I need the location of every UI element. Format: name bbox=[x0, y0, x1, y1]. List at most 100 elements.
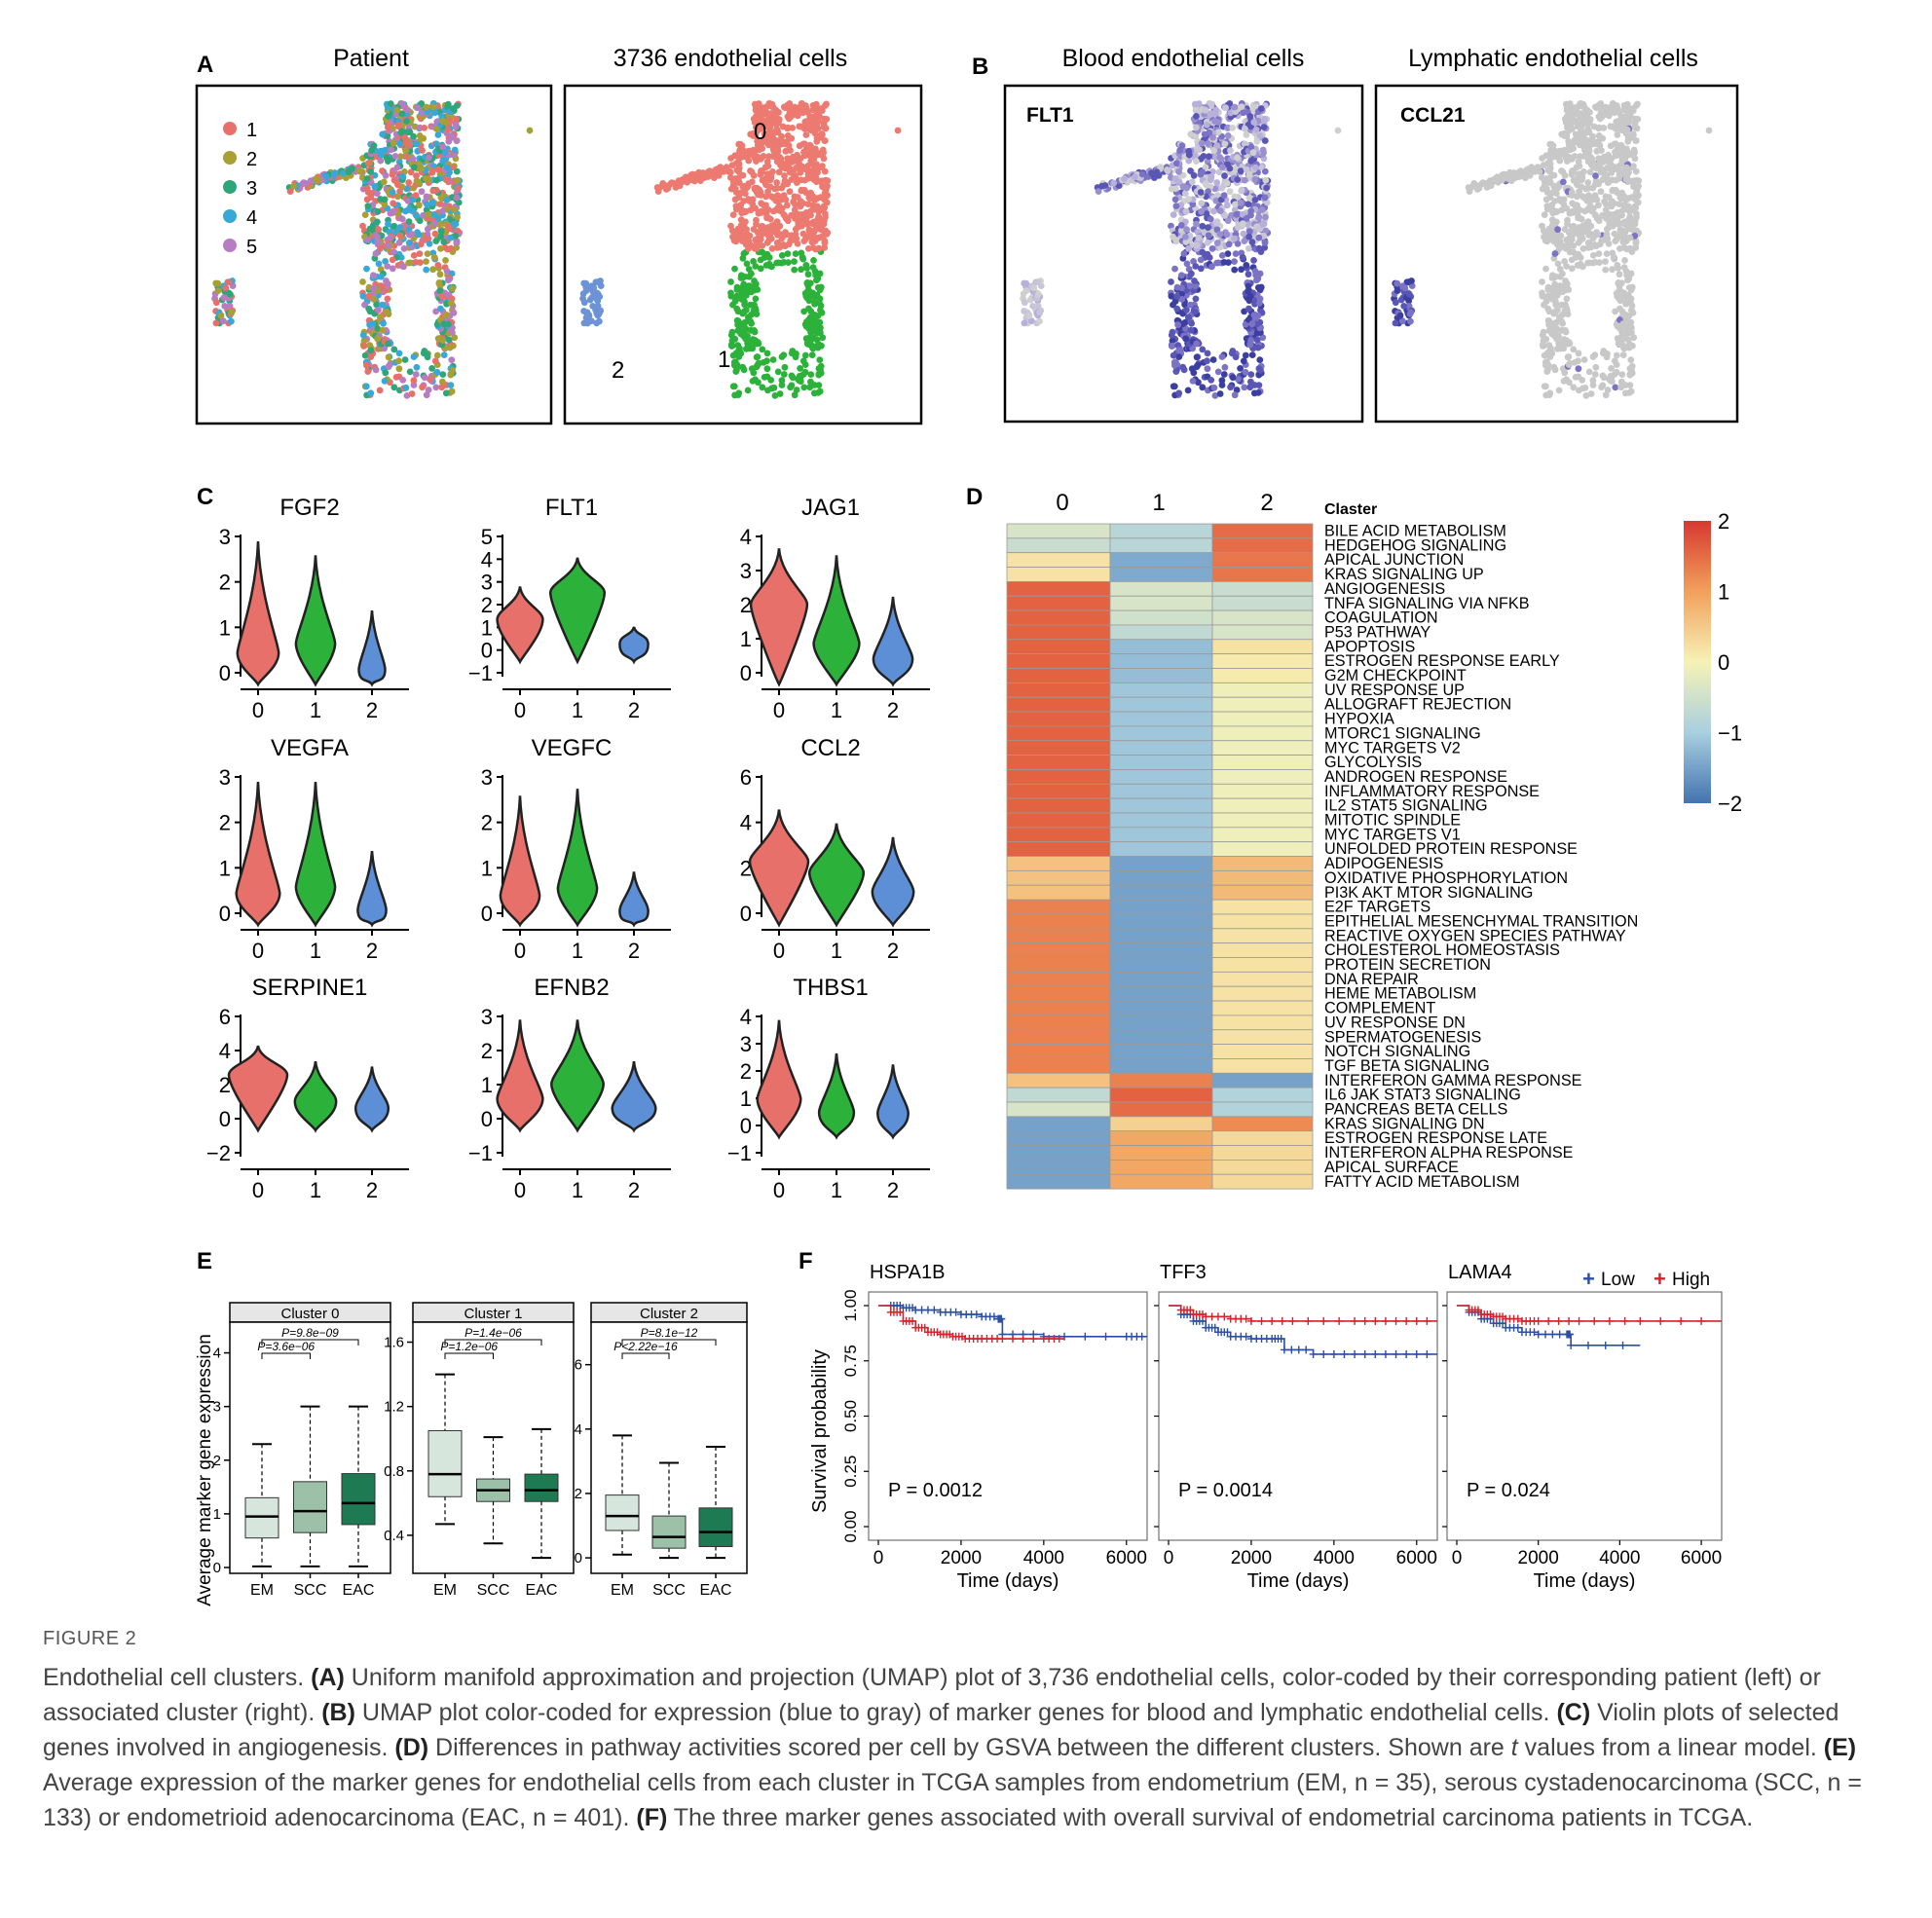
umap-point-flt1 bbox=[1229, 374, 1237, 382]
umap-point-cluster bbox=[750, 258, 757, 265]
p-bracket bbox=[444, 1352, 494, 1359]
umap-point-ccl21 bbox=[1610, 254, 1617, 261]
heatmap-cell bbox=[1109, 567, 1213, 582]
umap-point-cluster bbox=[762, 180, 769, 188]
umap-point-ccl21 bbox=[1544, 292, 1552, 300]
umap-point-cluster bbox=[823, 184, 830, 192]
violin-cluster-2 bbox=[611, 1061, 657, 1133]
heatmap-cell bbox=[1006, 740, 1111, 756]
umap-point-patient bbox=[394, 121, 402, 129]
umap-point-patient bbox=[433, 368, 441, 376]
umap-point-cluster bbox=[735, 347, 743, 354]
umap-point-cluster bbox=[754, 361, 762, 368]
heatmap-cell bbox=[1109, 985, 1213, 1002]
umap-point-ccl21 bbox=[1571, 153, 1579, 160]
heatmap-row-label: NOTCH SIGNALING bbox=[1324, 1043, 1470, 1060]
umap-point-ccl21 bbox=[1630, 334, 1638, 342]
heatmap-cell bbox=[1109, 653, 1213, 669]
umap-point-patient bbox=[395, 350, 403, 357]
x-tick-label: 0 bbox=[773, 939, 785, 963]
umap-point-patient bbox=[359, 331, 367, 339]
umap-point-ccl21 bbox=[1616, 233, 1624, 240]
umap-point-ccl21 bbox=[1404, 278, 1412, 286]
umap-point-patient bbox=[431, 230, 439, 238]
umap-point-cluster bbox=[753, 124, 760, 131]
x-tick-label: 2000 bbox=[941, 1548, 982, 1568]
umap-point-ccl21 bbox=[1546, 167, 1553, 175]
umap-point-patient bbox=[432, 140, 440, 148]
umap-point-cluster bbox=[753, 340, 760, 348]
umap-point-cluster bbox=[804, 282, 812, 290]
umap-point-ccl21 bbox=[1469, 182, 1476, 190]
umap-point-ccl21 bbox=[1583, 106, 1591, 114]
umap-point-ccl21 bbox=[1549, 284, 1556, 292]
umap-point-ccl21 bbox=[1614, 131, 1621, 138]
umap-point-ccl21 bbox=[1405, 290, 1413, 298]
umap-point-ccl21 bbox=[1632, 115, 1639, 123]
umap-point-flt1 bbox=[1231, 258, 1238, 265]
umap-point-cluster bbox=[745, 314, 752, 321]
umap-point-cluster bbox=[808, 239, 816, 246]
umap-point-ccl21 bbox=[1547, 147, 1554, 154]
box-body bbox=[524, 1473, 559, 1502]
heatmap-cell bbox=[1109, 870, 1213, 886]
umap-point-patient bbox=[438, 292, 446, 300]
umap-point-ccl21 bbox=[1598, 109, 1606, 117]
violin-title: FGF2 bbox=[279, 495, 339, 521]
umap-point-flt1 bbox=[1247, 378, 1254, 386]
umap-point-patient bbox=[399, 173, 407, 180]
umap-point-flt1 bbox=[1188, 319, 1195, 327]
umap-point-patient bbox=[436, 282, 444, 290]
violin-cluster-0 bbox=[748, 809, 810, 928]
umap-point-flt1 bbox=[1254, 344, 1262, 351]
y-tick-label: 0 bbox=[740, 902, 752, 926]
panel-a-title-left: Patient bbox=[333, 45, 409, 72]
umap-point-cluster bbox=[590, 284, 598, 292]
umap-point-flt1 bbox=[1242, 368, 1249, 376]
violin-cluster-1 bbox=[293, 1060, 338, 1133]
umap-point-patient bbox=[421, 374, 428, 382]
umap-point-patient bbox=[390, 222, 398, 230]
umap-point-cluster bbox=[794, 154, 800, 162]
umap-point-patient bbox=[389, 189, 396, 196]
heatmap-row-label: REACTIVE OXYGEN SPECIES PATHWAY bbox=[1324, 927, 1626, 944]
umap-point-flt1 bbox=[1193, 241, 1201, 249]
heatmap-cell bbox=[1006, 1072, 1111, 1088]
y-tick-label: −1 bbox=[468, 661, 493, 685]
umap-point-patient bbox=[360, 337, 368, 345]
umap-point-flt1 bbox=[1227, 109, 1235, 117]
umap-point-ccl21 bbox=[1551, 250, 1559, 257]
umap-point-patient bbox=[390, 200, 397, 207]
umap-point-flt1 bbox=[1220, 192, 1228, 200]
colorbar-tick-label: −2 bbox=[1718, 792, 1742, 816]
umap-point-ccl21 bbox=[1618, 371, 1626, 378]
umap-point-patient bbox=[403, 392, 411, 399]
umap-point-patient bbox=[432, 125, 440, 132]
umap-point-ccl21 bbox=[1589, 377, 1597, 385]
umap-point-cluster bbox=[820, 124, 828, 130]
umap-point-patient bbox=[402, 147, 409, 155]
umap-point-cluster bbox=[784, 250, 792, 257]
umap-point-ccl21 bbox=[1398, 317, 1406, 325]
umap-point-cluster bbox=[781, 140, 789, 148]
umap-point-flt1 bbox=[1189, 201, 1197, 208]
umap-point-ccl21 bbox=[1581, 207, 1588, 215]
umap-point-patient bbox=[412, 371, 420, 378]
umap-point-patient bbox=[443, 197, 451, 203]
umap-point-flt1 bbox=[1260, 220, 1268, 228]
umap-point-flt1 bbox=[1170, 383, 1178, 390]
umap-point-ccl21 bbox=[1633, 176, 1641, 184]
umap-point-cluster bbox=[789, 348, 797, 354]
umap-point-cluster bbox=[817, 284, 824, 292]
panel-b-letter: B bbox=[972, 54, 988, 80]
umap-point-cluster bbox=[743, 307, 750, 314]
x-tick-label: 1 bbox=[572, 698, 583, 722]
umap-point-flt1 bbox=[1190, 171, 1198, 179]
umap-point-cluster bbox=[740, 250, 748, 257]
umap-point-patient bbox=[447, 382, 455, 388]
x-tick-label: 0 bbox=[514, 1178, 526, 1202]
umap-point-ccl21 bbox=[1598, 384, 1605, 391]
heatmap-cell bbox=[1006, 797, 1111, 814]
umap-point-patient bbox=[375, 260, 383, 268]
umap-point-ccl21 bbox=[1626, 382, 1634, 388]
